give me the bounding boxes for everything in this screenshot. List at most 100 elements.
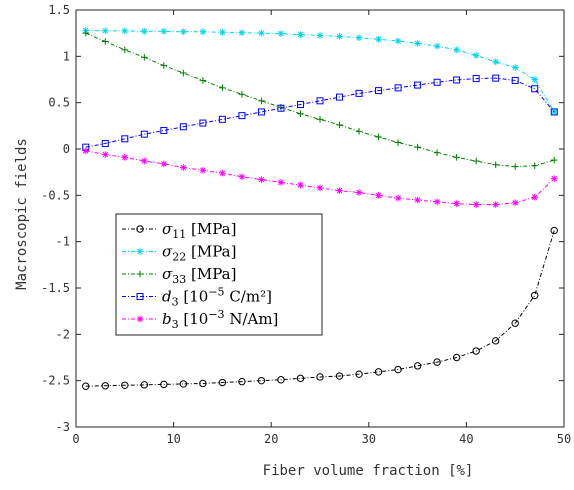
series-2-point	[219, 84, 226, 92]
series-0-point	[452, 353, 461, 362]
series-0-point	[82, 382, 90, 390]
series-0-point	[121, 381, 129, 389]
y-tick-label: 0.5	[48, 96, 70, 110]
series-1-point	[258, 29, 265, 37]
series-3-point	[179, 123, 187, 131]
series-3-point	[140, 130, 148, 138]
y-tick-label: -2.5	[41, 374, 70, 388]
x-tick-label: 10	[166, 432, 180, 446]
series-2-point	[355, 128, 363, 135]
series-3-point	[394, 84, 402, 92]
series-3-point	[238, 112, 246, 120]
series-2-point	[492, 161, 499, 169]
series-line-3	[85, 77, 555, 148]
series-4-point	[121, 154, 129, 161]
series-4-point	[238, 173, 246, 181]
series-3-point	[121, 135, 129, 143]
series-3-point	[492, 74, 500, 82]
y-tick-label: 0	[63, 142, 70, 156]
series-0-point	[433, 358, 441, 366]
series-4-point	[82, 147, 90, 155]
series-4-point	[336, 187, 343, 194]
series-1-point	[277, 30, 285, 37]
y-tick-label: -3	[56, 420, 70, 434]
series-1-point	[375, 35, 382, 43]
legend-swatch-marker	[136, 248, 144, 255]
legend-swatch-marker	[136, 315, 144, 323]
series-3-point	[257, 108, 265, 116]
series-0-point	[238, 377, 246, 386]
series-2-point	[375, 133, 382, 141]
series-2-point	[121, 46, 129, 54]
series-1-point	[238, 29, 246, 37]
series-0-point	[550, 226, 558, 235]
series-0-point	[491, 337, 500, 345]
series-2-point	[82, 29, 90, 37]
series-0-point	[335, 372, 344, 380]
series-1-point	[141, 28, 148, 35]
series-line-0	[85, 230, 555, 387]
series-3-point	[160, 126, 168, 134]
series-2-point	[453, 154, 460, 161]
series-2-point	[180, 69, 187, 77]
series-4-point	[492, 201, 499, 208]
series-3-point	[355, 89, 363, 97]
series-4-point	[531, 193, 539, 201]
y-tick-label: 1.5	[48, 3, 70, 17]
series-0-point	[355, 370, 363, 378]
series-2-point	[316, 116, 324, 123]
y-axis-label: Macroscopic fields	[14, 138, 30, 290]
series-0-point	[296, 374, 305, 383]
series-2-point	[472, 157, 480, 165]
series-4-point	[414, 196, 421, 204]
ticks-layer: 0 10 20 30 40 50 -3 -2.5 -2 -1.5 -1 -0.5 0 0.5 1 1.5	[41, 3, 571, 446]
series-4-point	[297, 181, 304, 189]
series-1-point	[180, 28, 187, 36]
series-2-point	[531, 162, 539, 169]
series-4-point	[316, 184, 324, 192]
series-0-point	[374, 368, 383, 376]
series-1-point	[199, 28, 207, 36]
series-2-point	[414, 143, 421, 151]
series-4-point	[511, 199, 519, 207]
series-1-point	[511, 64, 519, 71]
series-4-point	[199, 167, 207, 174]
series-1-point	[453, 46, 460, 54]
series-3-point	[375, 87, 383, 95]
x-axis-label: Fiber volume fraction [%]	[263, 463, 474, 479]
legend-swatch-marker	[136, 293, 144, 300]
series-0-point	[179, 380, 188, 388]
series-1-point	[219, 28, 226, 36]
legend-entry-label: σ22 [MPa]	[162, 243, 236, 264]
series-3-point	[277, 104, 285, 112]
series-4-point	[433, 198, 441, 206]
series-1-point	[297, 31, 304, 38]
series-1-point	[160, 28, 168, 35]
series-4-point	[101, 151, 109, 158]
series-1-point	[550, 108, 558, 116]
series-4-point	[472, 201, 480, 208]
series-4-point	[219, 169, 226, 177]
series-0-point	[160, 380, 168, 389]
series-1-point	[101, 27, 109, 35]
series-1-point	[316, 32, 324, 39]
series-2-point	[394, 139, 402, 146]
series-0-point	[218, 378, 227, 387]
y-tick-label: 1	[63, 49, 70, 63]
series-4-point	[355, 189, 363, 196]
series-3-point	[316, 97, 324, 105]
series-0-point	[394, 365, 402, 374]
series-1-point	[472, 52, 480, 59]
series-3-point	[414, 81, 422, 89]
series-2-point	[258, 97, 265, 105]
legend-entry-label: σ11 [MPa]	[162, 220, 236, 241]
series-4-point	[141, 157, 148, 165]
series-2-point	[433, 149, 441, 157]
series-1-point	[531, 76, 539, 83]
series-0-point	[316, 373, 324, 381]
series-4-point	[160, 160, 168, 168]
series-4-point	[550, 175, 558, 182]
series-0-point	[413, 362, 422, 370]
series-3-point	[296, 101, 304, 109]
